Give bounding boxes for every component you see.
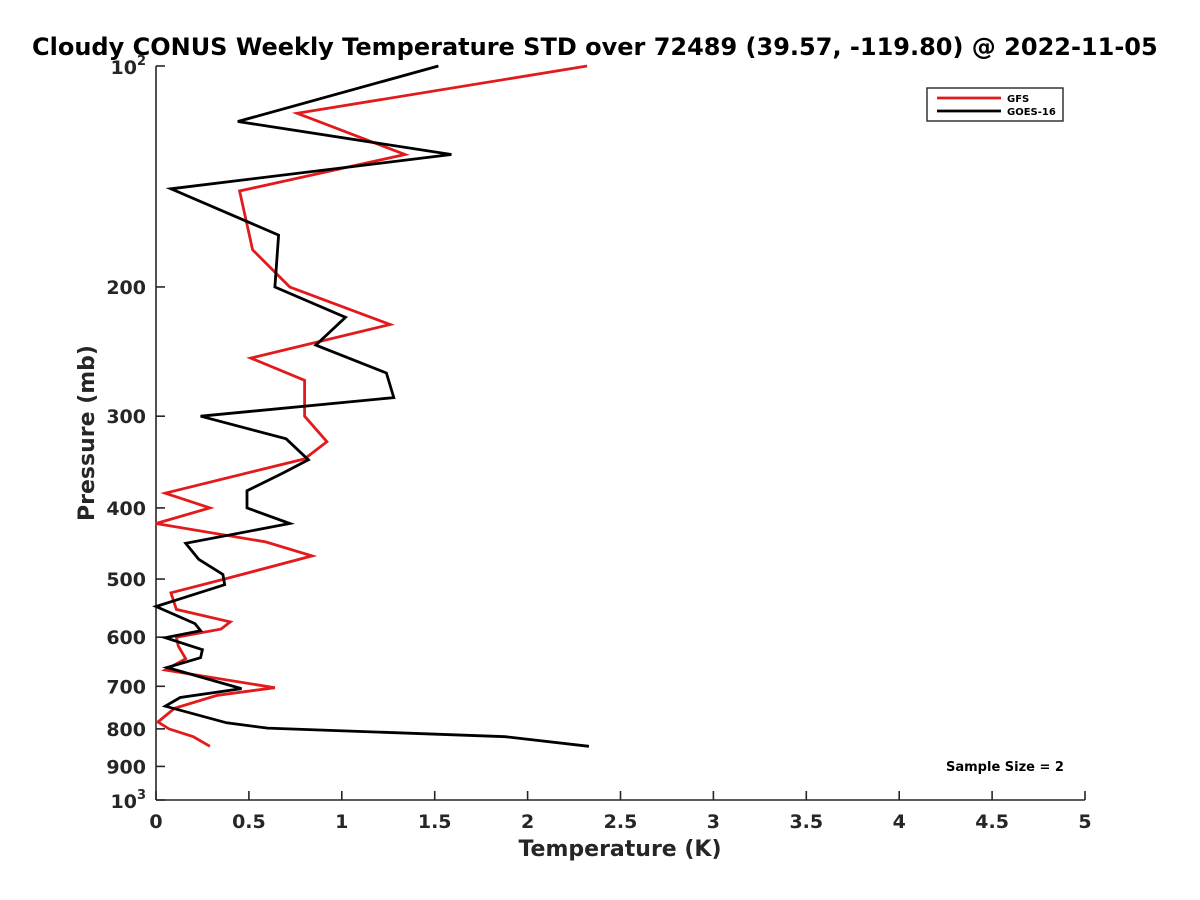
y-tick-label: 600 bbox=[106, 627, 146, 649]
x-tick-label: 1 bbox=[335, 811, 348, 833]
legend: GFS GOES-16 bbox=[926, 87, 1064, 122]
series-line-gfs bbox=[155, 64, 588, 748]
x-tick-label: 2.5 bbox=[604, 811, 638, 833]
series-line-goes-16 bbox=[152, 64, 590, 748]
x-tick-label: 4.5 bbox=[975, 811, 1009, 833]
y-axis-label: Pressure (mb) bbox=[75, 345, 100, 521]
legend-label: GOES-16 bbox=[1007, 107, 1056, 118]
series-layer bbox=[152, 64, 590, 748]
x-tick-label: 2 bbox=[521, 811, 534, 833]
x-tick-label: 0.5 bbox=[232, 811, 266, 833]
y-tick-label: 400 bbox=[106, 498, 146, 520]
x-tick-label: 3 bbox=[707, 811, 720, 833]
x-tick-label: 5 bbox=[1078, 811, 1091, 833]
chart-title: Cloudy CONUS Weekly Temperature STD over… bbox=[32, 33, 1158, 61]
x-tick-label: 0 bbox=[149, 811, 162, 833]
y-tick-label: 800 bbox=[106, 719, 146, 741]
y-tick-label: 300 bbox=[106, 406, 146, 428]
y-tick-label-power: 102 bbox=[111, 54, 147, 79]
legend-box bbox=[926, 87, 1064, 122]
x-axis-label: Temperature (K) bbox=[518, 837, 721, 862]
x-tick-label: 1.5 bbox=[418, 811, 452, 833]
y-tick-label: 900 bbox=[106, 756, 146, 778]
legend-label: GFS bbox=[1007, 94, 1029, 105]
y-tick-label: 700 bbox=[106, 676, 146, 698]
x-tick-label: 3.5 bbox=[789, 811, 823, 833]
y-tick-label-power: 103 bbox=[111, 788, 147, 813]
y-tick-label: 500 bbox=[106, 569, 146, 591]
axes: 0 0.5 1 1.5 2 2.5 3 3.5 4 4.5 5 102 200 300 400 500 600 7… bbox=[106, 54, 1091, 833]
y-tick-label: 200 bbox=[106, 277, 146, 299]
sample-size-annotation: Sample Size = 2 bbox=[946, 760, 1064, 775]
x-tick-label: 4 bbox=[893, 811, 906, 833]
